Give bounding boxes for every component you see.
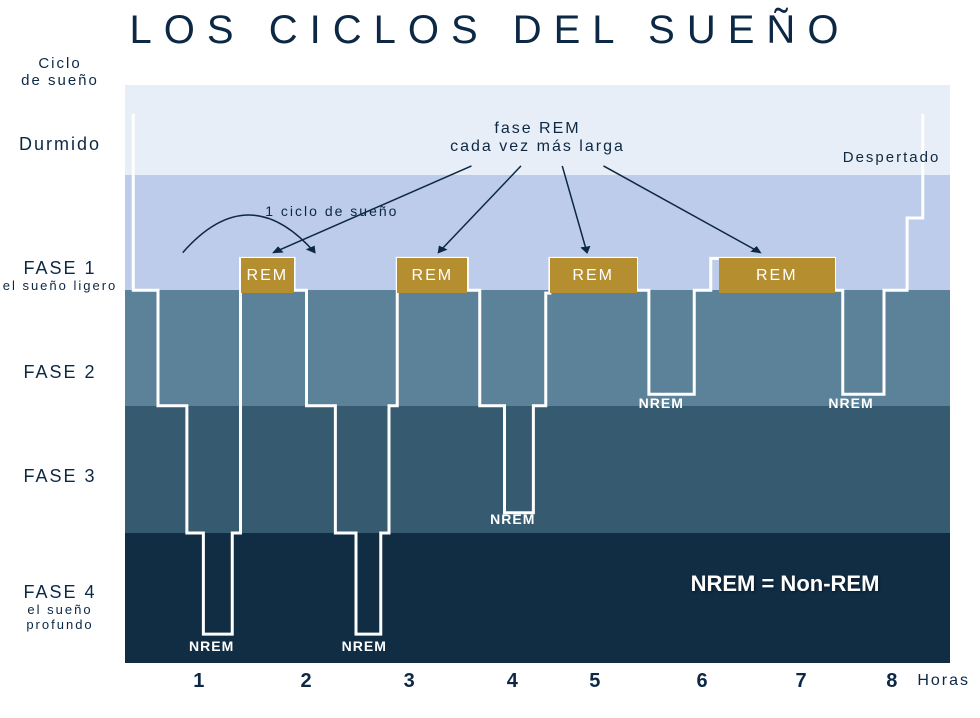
x-axis: 12345678 Horas (125, 668, 950, 698)
chart-area: REM REM REM REM NREM NREM NREM NREM NREM fase R… (125, 85, 950, 663)
phase-sublabel: el sueño ligero (0, 278, 120, 293)
annotation-nrem-def: NREM = Non-REM (691, 571, 880, 597)
rem-box: REM (241, 258, 295, 293)
nrem-label: NREM (189, 638, 234, 654)
x-tick: 8 (886, 670, 898, 693)
nrem-label: NREM (639, 395, 684, 411)
x-axis-label: Horas (917, 672, 970, 690)
cycle-arc-arrow (183, 215, 315, 253)
x-tick: 1 (193, 670, 205, 693)
main-title: LOS CICLOS DEL SUEÑO (0, 8, 980, 53)
rem-box: REM (719, 258, 835, 293)
rem-box: REM (550, 258, 637, 293)
phase-label: FASE 2 (0, 362, 120, 383)
nrem-label: NREM (490, 511, 535, 527)
x-tick: 5 (589, 670, 601, 693)
nrem-label: NREM (342, 638, 387, 654)
phase-label: FASE 1 (0, 258, 120, 279)
annotation-despertado: Despertado (843, 149, 941, 166)
nrem-label: NREM (828, 395, 873, 411)
annotation-arrow (439, 166, 522, 253)
x-tick: 2 (300, 670, 312, 693)
x-tick: 4 (507, 670, 519, 693)
sleep-cycles-infographic: LOS CICLOS DEL SUEÑO Ciclo de sueño Durm… (0, 0, 980, 718)
annotation-arrow (604, 166, 761, 253)
x-tick: 6 (696, 670, 708, 693)
phase-sublabel: el sueño profundo (0, 602, 120, 632)
x-tick: 7 (795, 670, 807, 693)
rem-box: REM (397, 258, 467, 293)
hypnogram-line (133, 114, 923, 634)
y-axis-title: Ciclo de sueño (0, 55, 120, 89)
x-tick: 3 (404, 670, 416, 693)
annotation-arrow (562, 166, 587, 253)
phase-label: FASE 4 (0, 582, 120, 603)
phase-label: FASE 3 (0, 466, 120, 487)
annotation-ciclo: 1 ciclo de sueño (265, 203, 398, 219)
phase-label: Durmido (0, 134, 120, 155)
annotation-fase-rem: fase REM cada vez más larga (450, 120, 625, 156)
